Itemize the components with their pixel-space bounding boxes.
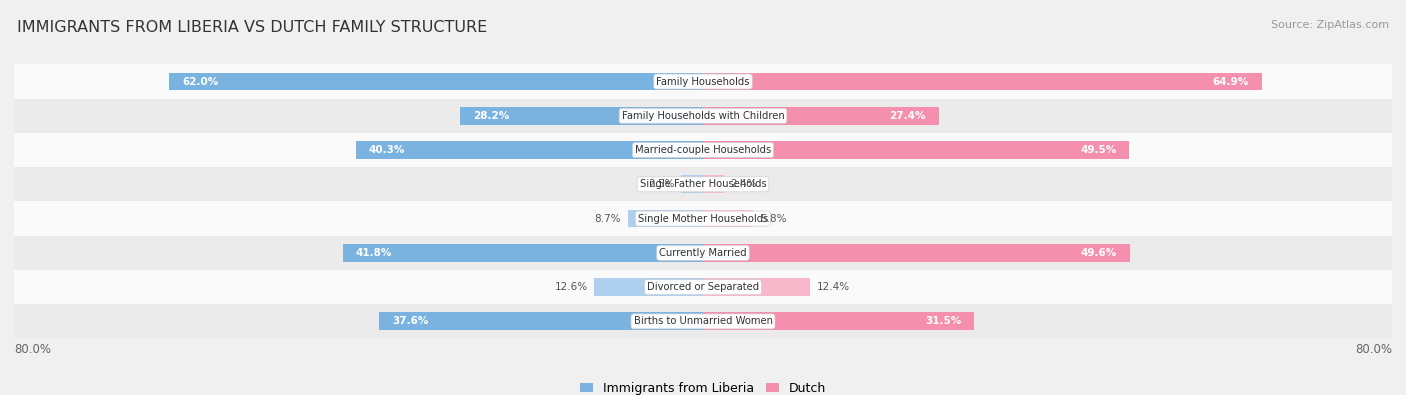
Bar bbox=[14, 99, 1392, 133]
Bar bbox=[703, 73, 1263, 90]
Text: 8.7%: 8.7% bbox=[595, 214, 621, 224]
Bar bbox=[14, 304, 1392, 339]
Text: 49.6%: 49.6% bbox=[1081, 248, 1118, 258]
Text: 49.5%: 49.5% bbox=[1080, 145, 1116, 155]
Bar bbox=[169, 73, 703, 90]
Text: IMMIGRANTS FROM LIBERIA VS DUTCH FAMILY STRUCTURE: IMMIGRANTS FROM LIBERIA VS DUTCH FAMILY … bbox=[17, 20, 486, 35]
Text: 5.8%: 5.8% bbox=[759, 214, 786, 224]
Bar bbox=[703, 244, 1130, 262]
Text: Single Mother Households: Single Mother Households bbox=[638, 214, 768, 224]
Bar bbox=[682, 175, 703, 193]
Bar bbox=[703, 175, 724, 193]
Text: 27.4%: 27.4% bbox=[890, 111, 927, 121]
Bar bbox=[460, 107, 703, 125]
Bar bbox=[14, 133, 1392, 167]
Bar bbox=[703, 141, 1129, 159]
Text: 2.4%: 2.4% bbox=[731, 179, 756, 189]
Text: Source: ZipAtlas.com: Source: ZipAtlas.com bbox=[1271, 20, 1389, 30]
Text: Currently Married: Currently Married bbox=[659, 248, 747, 258]
Bar bbox=[14, 167, 1392, 201]
Text: 2.5%: 2.5% bbox=[648, 179, 675, 189]
Text: Divorced or Separated: Divorced or Separated bbox=[647, 282, 759, 292]
Text: 62.0%: 62.0% bbox=[181, 77, 218, 87]
Bar bbox=[14, 270, 1392, 304]
Text: Family Households with Children: Family Households with Children bbox=[621, 111, 785, 121]
Text: 41.8%: 41.8% bbox=[356, 248, 392, 258]
Bar bbox=[343, 244, 703, 262]
Text: 40.3%: 40.3% bbox=[368, 145, 405, 155]
Text: 12.4%: 12.4% bbox=[817, 282, 849, 292]
Text: 80.0%: 80.0% bbox=[1355, 342, 1392, 356]
Text: 12.6%: 12.6% bbox=[554, 282, 588, 292]
Text: Births to Unmarried Women: Births to Unmarried Women bbox=[634, 316, 772, 326]
Bar bbox=[380, 312, 703, 330]
Text: Married-couple Households: Married-couple Households bbox=[636, 145, 770, 155]
Bar bbox=[703, 278, 810, 296]
Text: 31.5%: 31.5% bbox=[925, 316, 962, 326]
Text: 64.9%: 64.9% bbox=[1213, 77, 1249, 87]
Bar bbox=[595, 278, 703, 296]
Bar bbox=[356, 141, 703, 159]
Bar bbox=[703, 210, 754, 228]
Bar bbox=[14, 201, 1392, 236]
Bar bbox=[703, 312, 974, 330]
Text: Single Father Households: Single Father Households bbox=[640, 179, 766, 189]
Bar bbox=[628, 210, 703, 228]
Text: 37.6%: 37.6% bbox=[392, 316, 429, 326]
Text: 28.2%: 28.2% bbox=[472, 111, 509, 121]
Text: 80.0%: 80.0% bbox=[14, 342, 51, 356]
Text: Family Households: Family Households bbox=[657, 77, 749, 87]
Bar bbox=[14, 236, 1392, 270]
Bar bbox=[14, 64, 1392, 99]
Legend: Immigrants from Liberia, Dutch: Immigrants from Liberia, Dutch bbox=[575, 377, 831, 395]
Bar bbox=[703, 107, 939, 125]
